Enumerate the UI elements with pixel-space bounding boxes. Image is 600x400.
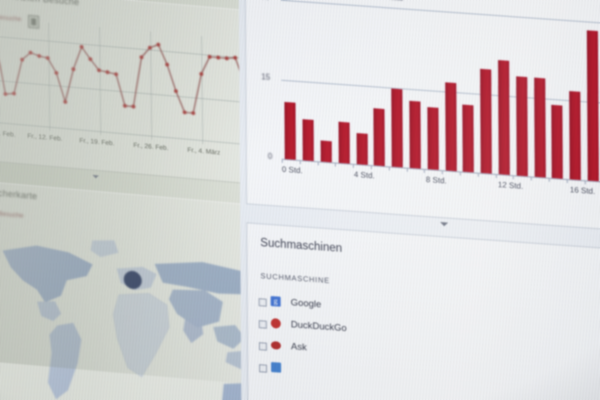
tickmark bbox=[424, 169, 426, 173]
list-item-label: Ask bbox=[290, 341, 307, 354]
tickmark bbox=[406, 168, 408, 172]
line-marker[interactable] bbox=[37, 54, 42, 58]
tickmark bbox=[459, 172, 461, 176]
bar[interactable] bbox=[515, 76, 528, 177]
list-item-label: DuckDuckGo bbox=[290, 319, 347, 335]
bar[interactable] bbox=[462, 104, 475, 173]
line-marker[interactable] bbox=[71, 67, 76, 72]
line-marker[interactable] bbox=[63, 99, 68, 104]
bar[interactable] bbox=[284, 101, 297, 160]
left-dashboard-column: der letzten Besuche Besuche 5. Feb. Fr.,… bbox=[0, 0, 255, 400]
bar[interactable] bbox=[338, 121, 350, 164]
line-marker[interactable] bbox=[216, 55, 221, 60]
xtick-8std: 8 Std. bbox=[425, 174, 447, 186]
xtick-0std: 0 Std. bbox=[281, 164, 303, 176]
visits-line-chart bbox=[0, 18, 254, 149]
bar[interactable] bbox=[498, 59, 510, 175]
line-marker[interactable] bbox=[105, 70, 110, 75]
ytick-15: 15 bbox=[261, 72, 271, 82]
tickmark bbox=[352, 164, 355, 168]
unique-visitors-plot: 30 15 0 0 Std. 4 Std. 8 Std. 12 Std. 16 … bbox=[261, 0, 600, 202]
line-marker[interactable] bbox=[79, 45, 84, 49]
expand-plus-icon[interactable] bbox=[258, 342, 267, 351]
bar[interactable] bbox=[320, 140, 332, 163]
line-marker[interactable] bbox=[174, 89, 178, 93]
line-marker[interactable] bbox=[191, 111, 196, 116]
tickmark bbox=[281, 159, 283, 163]
list-item-label: Google bbox=[290, 297, 322, 311]
line-marker[interactable] bbox=[123, 103, 127, 108]
xtick-4std: 4 Std. bbox=[353, 169, 375, 181]
line-marker[interactable] bbox=[97, 68, 101, 73]
tickmark bbox=[388, 167, 390, 171]
xtick-0: 5. Feb. bbox=[0, 130, 16, 139]
ask-favicon bbox=[270, 341, 281, 350]
tickmark bbox=[335, 163, 337, 167]
chevron-down-icon[interactable] bbox=[440, 222, 449, 227]
bar[interactable] bbox=[480, 69, 492, 174]
expand-plus-icon[interactable] bbox=[259, 364, 268, 373]
world-map[interactable] bbox=[0, 216, 255, 400]
line-marker[interactable] bbox=[156, 42, 161, 47]
ytick-30: 30 bbox=[261, 0, 270, 2]
tickmark bbox=[477, 173, 479, 177]
tickmark bbox=[530, 177, 533, 181]
bar-series bbox=[281, 0, 600, 184]
line-marker[interactable] bbox=[224, 56, 229, 61]
tickmark bbox=[566, 179, 568, 184]
line-marker[interactable] bbox=[12, 91, 16, 96]
xtick-16std: 16 Std. bbox=[569, 185, 596, 196]
duckduckgo-favicon bbox=[270, 318, 281, 329]
bar[interactable] bbox=[409, 100, 421, 169]
bar[interactable] bbox=[427, 106, 439, 170]
tickmark bbox=[548, 178, 550, 182]
bar[interactable] bbox=[551, 105, 564, 179]
tickmark bbox=[317, 162, 319, 166]
bar[interactable] bbox=[533, 78, 546, 178]
line-marker[interactable] bbox=[45, 56, 50, 60]
line-marker[interactable] bbox=[3, 92, 8, 96]
world-map-svg bbox=[2, 240, 255, 400]
line-marker[interactable] bbox=[165, 62, 170, 67]
visits-collapse-chevron-icon[interactable] bbox=[92, 174, 99, 179]
right-dashboard-column: Eindeutige Besucher 30 15 0 0 Std. 4 Std… bbox=[238, 0, 600, 400]
tickmark bbox=[584, 181, 586, 185]
line-marker[interactable] bbox=[233, 55, 238, 60]
line-marker[interactable] bbox=[114, 72, 119, 77]
line-marker[interactable] bbox=[54, 70, 59, 75]
tickmark bbox=[370, 166, 372, 170]
line-marker[interactable] bbox=[207, 54, 212, 59]
bar[interactable] bbox=[586, 29, 599, 182]
tickmark bbox=[299, 161, 301, 165]
expand-plus-icon[interactable] bbox=[258, 320, 267, 329]
google-favicon: g bbox=[270, 296, 281, 307]
expand-plus-icon[interactable] bbox=[258, 298, 267, 307]
xtick-12std: 12 Std. bbox=[497, 180, 524, 191]
bar[interactable] bbox=[356, 132, 368, 165]
tickmark bbox=[441, 171, 444, 175]
tickmark bbox=[495, 174, 497, 178]
bing-favicon bbox=[271, 362, 282, 373]
bar[interactable] bbox=[391, 88, 403, 168]
bar[interactable] bbox=[373, 108, 386, 167]
visits-line-series bbox=[0, 42, 254, 126]
line-marker[interactable] bbox=[88, 57, 93, 62]
bar[interactable] bbox=[569, 90, 581, 180]
bar[interactable] bbox=[302, 118, 314, 162]
line-marker[interactable] bbox=[131, 104, 136, 109]
tickmark bbox=[513, 176, 515, 180]
line-marker[interactable] bbox=[199, 72, 204, 76]
ytick-0: 0 bbox=[267, 151, 273, 162]
line-marker[interactable] bbox=[182, 110, 187, 115]
bar[interactable] bbox=[444, 82, 457, 172]
